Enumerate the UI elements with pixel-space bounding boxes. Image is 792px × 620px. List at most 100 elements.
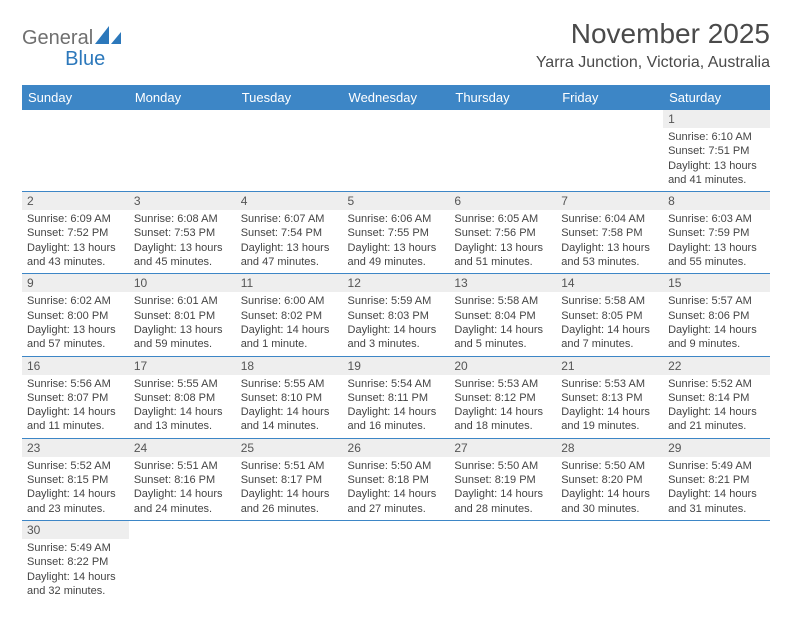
sunrise-line: Sunrise: 5:50 AM: [348, 460, 432, 472]
day-number: 3: [129, 192, 236, 210]
calendar-cell: 22Sunrise: 5:52 AMSunset: 8:14 PMDayligh…: [663, 356, 770, 438]
day-number: 27: [449, 439, 556, 457]
calendar-row: 1Sunrise: 6:10 AMSunset: 7:51 PMDaylight…: [22, 110, 770, 192]
daylight-line: Daylight: 14 hours and 28 minutes.: [454, 488, 543, 514]
title-block: November 2025 Yarra Junction, Victoria, …: [536, 18, 770, 72]
day-info: Sunrise: 5:49 AMSunset: 8:21 PMDaylight:…: [668, 459, 765, 516]
day-number: 6: [449, 192, 556, 210]
day-number: 25: [236, 439, 343, 457]
calendar-cell-empty: [449, 110, 556, 192]
sunrise-line: Sunrise: 5:49 AM: [668, 460, 752, 472]
daylight-line: Daylight: 14 hours and 18 minutes.: [454, 406, 543, 432]
day-info: Sunrise: 5:58 AMSunset: 8:04 PMDaylight:…: [454, 294, 551, 351]
calendar-cell-empty: [236, 110, 343, 192]
daylight-line: Daylight: 14 hours and 16 minutes.: [348, 406, 437, 432]
day-header: Friday: [556, 85, 663, 110]
daylight-line: Daylight: 14 hours and 3 minutes.: [348, 324, 437, 350]
sunrise-line: Sunrise: 6:04 AM: [561, 213, 645, 225]
sunrise-line: Sunrise: 5:53 AM: [454, 378, 538, 390]
calendar-cell: 25 Sunrise: 5:51 AM Sunset: 8:17 PM Dayligh…: [236, 438, 343, 520]
daylight-line: Daylight: 14 hours and 32 minutes.: [27, 571, 116, 597]
calendar-cell: 14 Sunrise: 5:58 AMSunset: 8:05 PMDayligh…: [556, 274, 663, 356]
day-info: Sunrise: 5:59 AMSunset: 8:03 PMDaylight:…: [348, 294, 445, 351]
daylight-line: Daylight: 14 hours and 13 minutes.: [134, 406, 223, 432]
sunset-line: Sunset: 8:16 PM: [134, 474, 215, 486]
day-number: 30: [22, 521, 129, 539]
month-title: November 2025: [536, 18, 770, 50]
sunset-line: Sunset: 8:11 PM: [348, 392, 429, 404]
sunset-line: Sunset: 8:05 PM: [561, 310, 642, 322]
calendar-cell: 29Sunrise: 5:49 AMSunset: 8:21 PMDayligh…: [663, 438, 770, 520]
sunset-line: Sunset: 8:12 PM: [454, 392, 535, 404]
logo-text-general: General: [22, 27, 93, 50]
day-info: Sunrise: 5:53 AMSunset: 8:13 PMDaylight:…: [561, 377, 658, 434]
calendar-cell: 28Sunrise: 5:50 AMSunset: 8:20 PMDayligh…: [556, 438, 663, 520]
sunrise-line: Sunrise: 5:55 AM: [241, 378, 325, 390]
sunset-line: Sunset: 7:58 PM: [561, 227, 642, 239]
sunrise-line: Sunrise: 6:08 AM: [134, 213, 218, 225]
sunset-line: Sunset: 7:51 PM: [668, 145, 749, 157]
calendar-cell-empty: [556, 520, 663, 602]
day-number: 4: [236, 192, 343, 210]
day-number: 8: [663, 192, 770, 210]
sunset-line: Sunset: 8:14 PM: [668, 392, 749, 404]
calendar-cell: 16Sunrise: 5:56 AMSunset: 8:07 PMDayligh…: [22, 356, 129, 438]
sunrise-line: Sunrise: 5:51 AM: [134, 460, 218, 472]
daylight-line: Daylight: 13 hours and 53 minutes.: [561, 242, 650, 268]
sunrise-line: Sunrise: 6:07 AM: [241, 213, 325, 225]
sunset-line: Sunset: 8:17 PM: [241, 474, 322, 486]
day-info: Sunrise: 5:55 AM Sunset: 8:10 PM Daylight:…: [241, 377, 338, 434]
calendar-cell-empty: [663, 520, 770, 602]
day-number: 15: [663, 274, 770, 292]
sunrise-line: Sunrise: 5:55 AM: [134, 378, 218, 390]
day-info: Sunrise: 6:03 AMSunset: 7:59 PMDaylight:…: [668, 212, 765, 269]
calendar-cell-empty: [343, 110, 450, 192]
daylight-line: Daylight: 14 hours and 26 minutes.: [241, 488, 330, 514]
daylight-line: Daylight: 13 hours and 41 minutes.: [668, 160, 757, 186]
day-info: Sunrise: 5:52 AMSunset: 8:14 PMDaylight:…: [668, 377, 765, 434]
day-number: 9: [22, 274, 129, 292]
sunset-line: Sunset: 8:19 PM: [454, 474, 535, 486]
day-number: 7: [556, 192, 663, 210]
calendar-cell: 5Sunrise: 6:06 AMSunset: 7:55 PMDaylight…: [343, 192, 450, 274]
day-number: 12: [343, 274, 450, 292]
day-number: 17: [129, 357, 236, 375]
sunset-line: Sunset: 8:04 PM: [454, 310, 535, 322]
calendar-cell: 27Sunrise: 5:50 AMSunset: 8:19 PMDayligh…: [449, 438, 556, 520]
sunrise-line: Sunrise: 6:09 AM: [27, 213, 111, 225]
day-number: 2: [22, 192, 129, 210]
day-number: 13: [449, 274, 556, 292]
calendar-cell: 21Sunrise: 5:53 AMSunset: 8:13 PMDayligh…: [556, 356, 663, 438]
daylight-line: Daylight: 14 hours and 14 minutes.: [241, 406, 330, 432]
daylight-line: Daylight: 14 hours and 30 minutes.: [561, 488, 650, 514]
calendar-cell: 10Sunrise: 6:01 AMSunset: 8:01 PMDayligh…: [129, 274, 236, 356]
sunset-line: Sunset: 7:52 PM: [27, 227, 108, 239]
calendar-cell: 1Sunrise: 6:10 AMSunset: 7:51 PMDaylight…: [663, 110, 770, 192]
day-number: 14: [556, 274, 663, 292]
sunrise-line: Sunrise: 6:03 AM: [668, 213, 752, 225]
sunset-line: Sunset: 8:10 PM: [241, 392, 322, 404]
sunrise-line: Sunrise: 5:57 AM: [668, 295, 752, 307]
calendar-cell: 2Sunrise: 6:09 AMSunset: 7:52 PMDaylight…: [22, 192, 129, 274]
sunset-line: Sunset: 7:54 PM: [241, 227, 322, 239]
sunrise-line: Sunrise: 6:02 AM: [27, 295, 111, 307]
sunset-line: Sunset: 7:56 PM: [454, 227, 535, 239]
calendar-cell: 19Sunrise: 5:54 AMSunset: 8:11 PMDayligh…: [343, 356, 450, 438]
calendar-cell: 18Sunrise: 5:55 AMSunset: 8:10 PMDayligh…: [236, 356, 343, 438]
daylight-line: Daylight: 14 hours and 23 minutes.: [27, 488, 116, 514]
day-number: 19: [343, 357, 450, 375]
sunset-line: Sunset: 7:53 PM: [134, 227, 215, 239]
logo-text-blue: Blue: [65, 48, 105, 71]
day-header: Saturday: [663, 85, 770, 110]
day-number: 26: [343, 439, 450, 457]
day-info: Sunrise: 5:58 AMSunset: 8:05 PMDaylight:…: [561, 294, 658, 351]
sunrise-line: Sunrise: 5:51 AM: [241, 460, 325, 472]
calendar-cell: 7 Sunrise: 6:04 AM Sunset: 7:58 PM Daylight…: [556, 192, 663, 274]
sunset-line: Sunset: 8:08 PM: [134, 392, 215, 404]
daylight-line: Daylight: 13 hours and 45 minutes.: [134, 242, 223, 268]
sunset-line: Sunset: 8:07 PM: [27, 392, 108, 404]
day-number: 28: [556, 439, 663, 457]
calendar-cell: 26Sunrise: 5:50 AMSunset: 8:18 PMDayligh…: [343, 438, 450, 520]
sunrise-line: Sunrise: 6:06 AM: [348, 213, 432, 225]
day-info: Sunrise: 6:00 AMSunset: 8:02 PMDaylight:…: [241, 294, 338, 351]
